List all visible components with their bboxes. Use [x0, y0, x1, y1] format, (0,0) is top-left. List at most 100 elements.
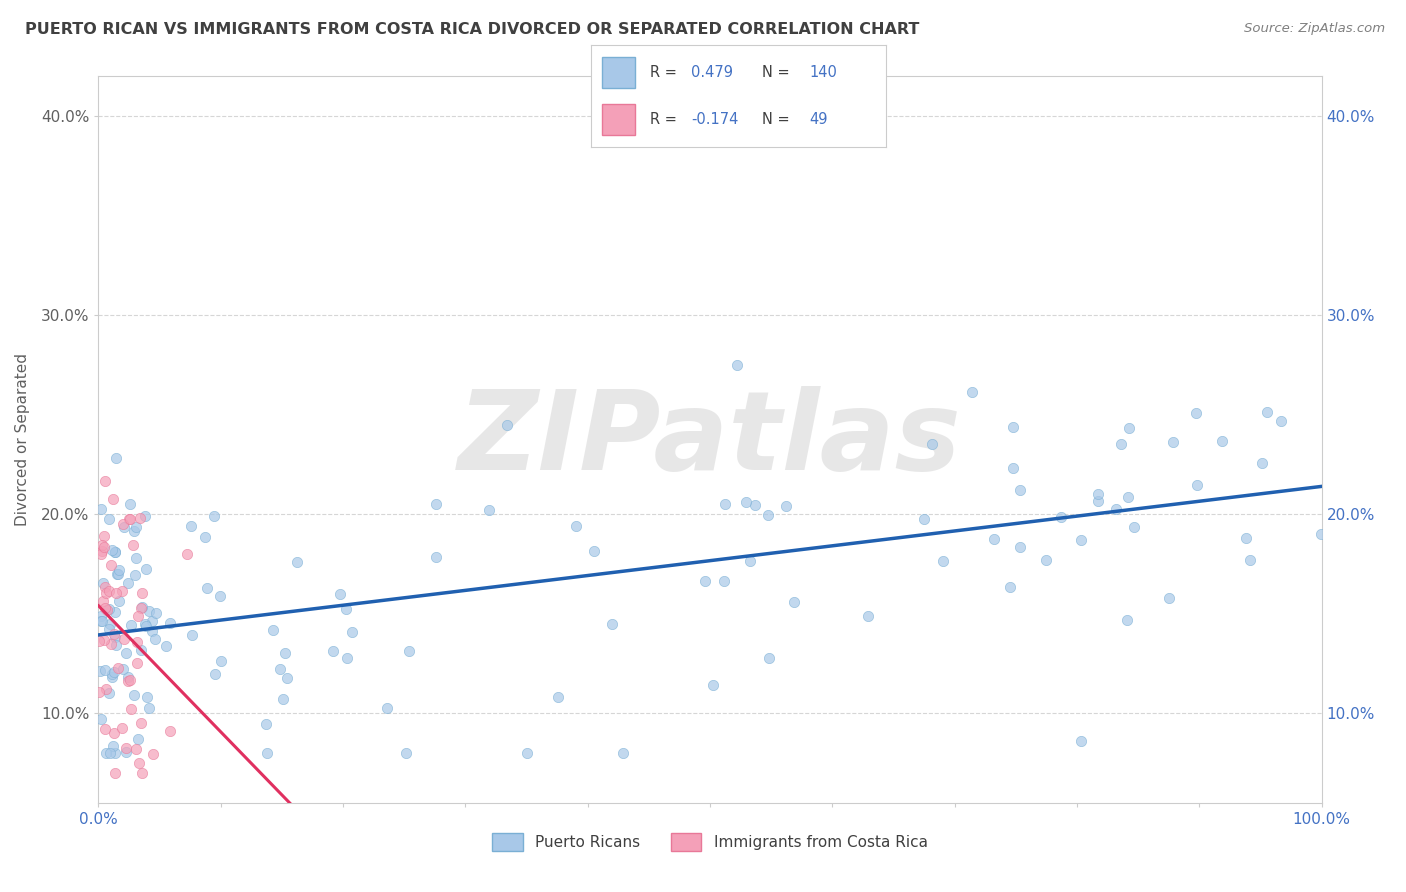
Point — [340, 625, 363, 640]
Text: 140: 140 — [808, 65, 837, 79]
Point — [547, 690, 569, 704]
Point — [91, 575, 114, 590]
Text: Source: ZipAtlas.com: Source: ZipAtlas.com — [1244, 22, 1385, 36]
Point — [94, 723, 117, 737]
Point — [208, 589, 231, 603]
Point — [713, 497, 735, 511]
Point — [125, 741, 148, 756]
Point — [725, 358, 748, 372]
Point — [1105, 502, 1128, 516]
Point — [702, 678, 724, 692]
Point — [138, 700, 160, 714]
Point — [134, 509, 156, 524]
Point — [98, 617, 121, 632]
Point — [1002, 420, 1025, 434]
Point — [1116, 613, 1139, 627]
Point — [142, 747, 165, 762]
Point — [176, 547, 198, 561]
Point — [115, 646, 138, 660]
Point — [104, 630, 127, 644]
Point — [1234, 532, 1257, 546]
Point — [322, 644, 344, 658]
Point — [98, 512, 121, 526]
Legend: Puerto Ricans, Immigrants from Costa Rica: Puerto Ricans, Immigrants from Costa Ric… — [486, 827, 934, 857]
Point — [209, 654, 232, 668]
Point — [105, 451, 128, 466]
Point — [1123, 520, 1146, 534]
Point — [1211, 434, 1233, 448]
Point — [131, 599, 153, 614]
Point — [101, 670, 124, 684]
Point — [98, 746, 121, 760]
Point — [740, 554, 762, 568]
Point — [93, 528, 115, 542]
Point — [103, 492, 125, 507]
Point — [104, 586, 127, 600]
Point — [98, 686, 121, 700]
Point — [97, 583, 120, 598]
Point — [713, 574, 735, 588]
Point — [101, 667, 124, 681]
Point — [921, 437, 943, 451]
Point — [136, 690, 159, 705]
Point — [94, 746, 117, 760]
Point — [425, 497, 447, 511]
Point — [495, 417, 517, 432]
Point — [336, 651, 359, 665]
Point — [398, 644, 420, 658]
Point — [134, 616, 156, 631]
Point — [127, 731, 149, 746]
Point — [583, 544, 606, 558]
Point — [155, 639, 177, 653]
Text: PUERTO RICAN VS IMMIGRANTS FROM COSTA RICA DIVORCED OR SEPARATED CORRELATION CHA: PUERTO RICAN VS IMMIGRANTS FROM COSTA RI… — [25, 22, 920, 37]
Point — [104, 545, 127, 559]
Point — [120, 702, 142, 716]
Point — [122, 524, 145, 539]
Point — [112, 662, 135, 676]
Point — [129, 715, 152, 730]
Y-axis label: Divorced or Separated: Divorced or Separated — [15, 353, 30, 525]
Text: 0.479: 0.479 — [690, 65, 733, 79]
Point — [128, 756, 150, 770]
Point — [269, 662, 291, 676]
Point — [120, 673, 142, 688]
Point — [101, 739, 124, 753]
Point — [912, 512, 935, 526]
Text: ZIPatlas: ZIPatlas — [458, 386, 962, 492]
Point — [274, 646, 297, 660]
Point — [111, 584, 134, 599]
Point — [125, 519, 148, 533]
Point — [104, 545, 127, 559]
Point — [120, 512, 142, 526]
Point — [932, 554, 955, 568]
Point — [96, 603, 118, 617]
Point — [127, 634, 149, 648]
Point — [287, 555, 309, 569]
Point — [775, 499, 797, 513]
Point — [1187, 477, 1209, 491]
Point — [118, 511, 141, 525]
Point — [100, 637, 122, 651]
Point — [125, 551, 148, 566]
Point — [87, 684, 110, 698]
Point — [1001, 460, 1024, 475]
Point — [93, 633, 115, 648]
Point — [112, 519, 135, 533]
Point — [1087, 494, 1109, 508]
Point — [104, 746, 127, 760]
Point — [124, 688, 146, 702]
Point — [254, 716, 277, 731]
Point — [335, 601, 357, 615]
Point — [91, 544, 114, 558]
Point — [135, 619, 157, 633]
Point — [194, 530, 217, 544]
Point — [101, 542, 124, 557]
Point — [104, 605, 127, 619]
Point — [120, 618, 142, 632]
Point — [181, 628, 204, 642]
Point — [117, 575, 139, 590]
Point — [1109, 437, 1132, 451]
Point — [1250, 456, 1272, 470]
Point — [94, 663, 117, 677]
Point — [90, 614, 112, 628]
